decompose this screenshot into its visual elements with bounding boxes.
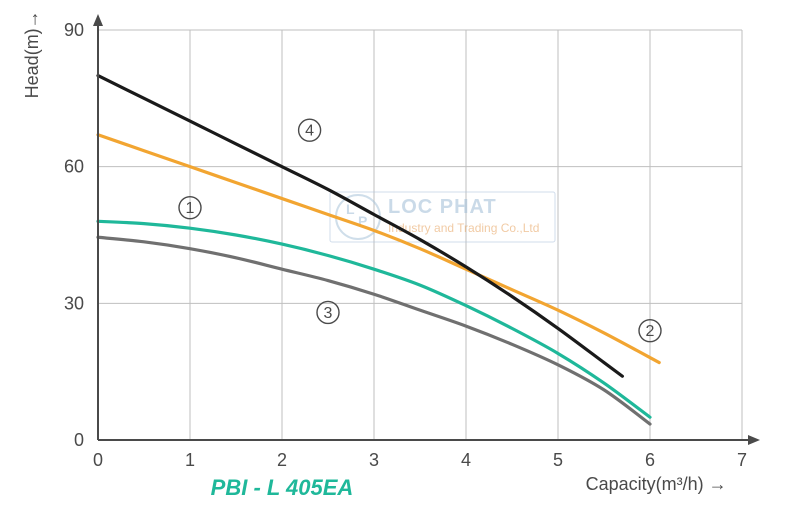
curve-label-4: 4 xyxy=(305,123,314,140)
model-label: PBI - L 405EA xyxy=(211,475,354,500)
x-tick-label: 0 xyxy=(93,450,103,470)
x-tick-label: 4 xyxy=(461,450,471,470)
x-tick-label: 1 xyxy=(185,450,195,470)
pump-curve-chart: L P LOC PHAT Industry and Trading Co.,Lt… xyxy=(0,0,800,522)
x-axis-label: Capacity(m³/h) → xyxy=(586,474,727,494)
y-tick-label: 60 xyxy=(64,157,84,177)
curve-label-3: 3 xyxy=(324,305,333,322)
curve-label-1: 1 xyxy=(186,200,195,217)
y-tick-label: 30 xyxy=(64,293,84,313)
x-tick-label: 3 xyxy=(369,450,379,470)
curve-label-2: 2 xyxy=(646,323,655,340)
x-tick-label: 6 xyxy=(645,450,655,470)
x-tick-label: 5 xyxy=(553,450,563,470)
y-axis-label: Head(m)→ xyxy=(22,10,42,98)
watermark-title: LOC PHAT xyxy=(388,196,497,218)
y-tick-label: 90 xyxy=(64,20,84,40)
x-tick-label: 2 xyxy=(277,450,287,470)
x-tick-label: 7 xyxy=(737,450,747,470)
y-tick-label: 0 xyxy=(74,430,84,450)
